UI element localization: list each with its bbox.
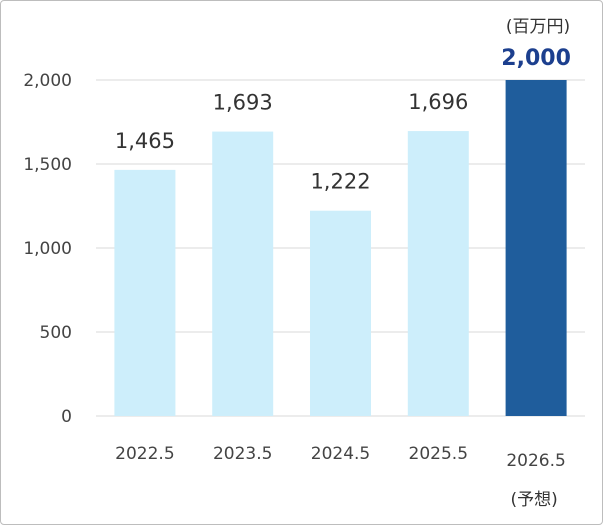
unit-label: (百万円) bbox=[506, 17, 570, 37]
category-label-2023.5: 2023.5 bbox=[213, 444, 272, 464]
bar-2025.5 bbox=[407, 131, 469, 416]
x-axis-categories: 2022.5 2023.5 2024.5 2025.5 2026.5 (予想) bbox=[115, 444, 566, 510]
bar-2022.5 bbox=[114, 169, 176, 416]
bars bbox=[114, 80, 567, 417]
data-labels: 1,465 1,693 1,222 1,696 2,000 bbox=[115, 46, 571, 194]
data-label-2025.5: 1,696 bbox=[408, 90, 468, 114]
y-tick-label: 1,000 bbox=[23, 239, 72, 259]
category-label-2025.5: 2025.5 bbox=[409, 444, 468, 464]
y-tick-label: 2,000 bbox=[23, 71, 72, 91]
bar-2024.5 bbox=[310, 210, 371, 416]
y-tick-label: 500 bbox=[40, 323, 72, 343]
y-tick-label: 1,500 bbox=[23, 155, 72, 175]
data-label-2022.5: 1,465 bbox=[115, 129, 175, 153]
y-axis-ticks: 0 500 1,000 1,500 2,000 bbox=[23, 71, 72, 427]
y-tick-label: 0 bbox=[61, 407, 72, 427]
data-label-2026.5: 2,000 bbox=[501, 46, 571, 71]
data-label-2023.5: 1,693 bbox=[213, 91, 273, 115]
bar-2026.5 bbox=[505, 80, 567, 416]
bar-2023.5 bbox=[212, 131, 274, 417]
category-label-2022.5: 2022.5 bbox=[115, 444, 174, 464]
category-label-2024.5: 2024.5 bbox=[311, 444, 370, 464]
category-label-2026.5: 2026.5 bbox=[506, 451, 565, 471]
category-note: (予想) bbox=[510, 490, 557, 510]
data-label-2024.5: 1,222 bbox=[310, 170, 370, 194]
